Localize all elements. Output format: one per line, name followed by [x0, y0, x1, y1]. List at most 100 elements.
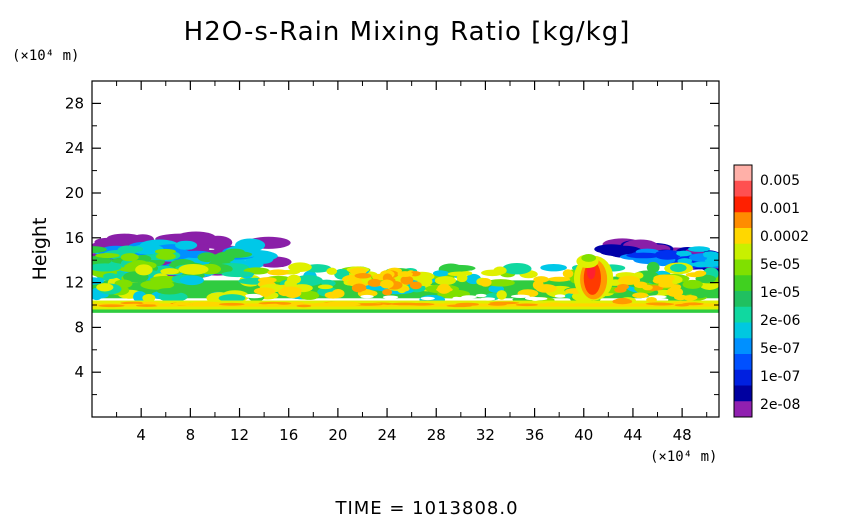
base-streak: [98, 304, 125, 308]
base-streak: [172, 302, 194, 306]
base-streak: [155, 303, 178, 307]
base-streak: [204, 303, 218, 307]
right-anvil-cyan: [677, 258, 693, 264]
base-streak: [544, 302, 562, 306]
base-gap: [420, 296, 435, 301]
y-tick-label: 8: [74, 318, 84, 336]
base-gap: [554, 294, 566, 298]
hotspot-24: [351, 283, 367, 293]
mid-layer-cell: [438, 264, 470, 272]
base-streak: [136, 304, 159, 307]
mid-layer-cell: [179, 275, 204, 286]
x-tick-label: 44: [623, 426, 642, 444]
x-tick-label: 40: [574, 426, 593, 444]
base-gap: [475, 293, 487, 298]
colorbar-label: 1e-07: [760, 369, 800, 385]
mid-layer-yellow: [496, 290, 507, 300]
chart-title: H2O-s-Rain Mixing Ratio [kg/kg]: [184, 17, 631, 47]
anvil-cyan: [175, 240, 198, 250]
core-tail: [642, 284, 653, 291]
colorbar-frame: [733, 164, 753, 418]
mid-layer-yellow: [447, 271, 472, 277]
mid-layer-yellow: [548, 276, 571, 282]
colorbar-label: 5e-07: [760, 341, 800, 357]
base-streak: [276, 302, 292, 305]
hotspot-24: [354, 273, 372, 279]
mid-layer-cell: [221, 271, 255, 278]
base-streak: [257, 304, 289, 307]
base-streak: [590, 303, 613, 306]
colorbar-swatch: [734, 212, 752, 229]
mid-layer-cell: [178, 264, 209, 275]
base-gap: [382, 295, 399, 299]
colorbar-swatch: [734, 196, 752, 213]
colorbar-swatch: [734, 180, 752, 197]
base-green: [92, 307, 719, 313]
mid-layer-yellow: [326, 267, 338, 275]
x-tick-label: 4: [136, 426, 146, 444]
x-axis: 4 8 12 16 20 24 28 32 36 40 44 48: [116, 81, 708, 444]
colorbar-label: 2e-06: [760, 313, 800, 329]
y-tick-label: 20: [65, 184, 84, 202]
y-tick-label: 12: [65, 274, 84, 292]
colorbar-swatch: [734, 228, 752, 245]
right-anvil-blue: [654, 250, 681, 260]
colorbar-swatch: [734, 275, 752, 292]
anvil-lime: [131, 259, 147, 266]
base-streak: [515, 303, 538, 307]
colorbar-label: 1e-05: [760, 285, 800, 301]
right-anvil-cyan: [676, 250, 692, 257]
base-gap: [480, 297, 496, 301]
anvil-fringe: [94, 237, 119, 247]
colorbar-label: 0.001: [760, 201, 800, 217]
base-streak: [289, 301, 305, 305]
y-tick-label: 24: [65, 139, 84, 157]
colorbar-swatch: [734, 259, 752, 276]
mid-layer-yellow: [666, 287, 684, 297]
y-tick-label: 16: [65, 229, 84, 247]
base-streak: [218, 302, 245, 306]
mid-layer-yellow: [324, 291, 342, 299]
colorbar-swatch: [734, 306, 752, 323]
mid-layer-cell: [646, 261, 660, 274]
right-anvil-blue: [626, 252, 661, 259]
mid-layer-cell: [92, 263, 122, 272]
x-tick-label: 16: [279, 426, 298, 444]
x-unit-label: (×10⁴ m): [650, 449, 717, 465]
mid-layer-cell: [160, 268, 180, 275]
base-gap: [511, 294, 530, 298]
x-tick-label: 32: [476, 426, 495, 444]
colorbar-label: 5e-05: [760, 257, 800, 273]
base-streak: [614, 303, 634, 307]
base-streak: [456, 302, 479, 306]
mid-layer-yellow: [317, 284, 333, 290]
plot-frame: [91, 80, 720, 418]
base-streak: [191, 301, 222, 305]
core-tail: [612, 298, 633, 305]
mid-layer-yellow: [278, 288, 295, 297]
colorbar-swatch: [734, 243, 752, 260]
hotspot-24: [400, 275, 414, 285]
y-tick-label: 28: [65, 94, 84, 112]
anvil-green: [224, 248, 245, 256]
hotspot-24: [397, 271, 413, 278]
mid-layer-yellow: [479, 278, 492, 287]
x-tick-label: 24: [378, 426, 397, 444]
x-tick-label: 20: [328, 426, 347, 444]
mid-layer-cell: [299, 290, 320, 300]
anvil-lime: [120, 253, 139, 262]
hotspot-24: [380, 279, 394, 289]
anvil-green: [197, 252, 217, 263]
mid-layer-cell: [158, 291, 188, 302]
anvil-lime: [154, 248, 176, 255]
mid-layer-yellow: [532, 279, 544, 290]
mid-layer-cell: [142, 293, 156, 303]
colorbar-swatch: [734, 165, 752, 182]
y-tick-label: 4: [74, 363, 84, 381]
colorbar-label: 0.005: [760, 173, 800, 189]
mid-layer-yellow: [267, 269, 289, 276]
core-tail: [632, 292, 649, 299]
time-label: TIME = 1013808.0: [334, 498, 518, 519]
mid-layer-cell: [96, 283, 114, 292]
mid-layer-cell: [156, 287, 183, 295]
